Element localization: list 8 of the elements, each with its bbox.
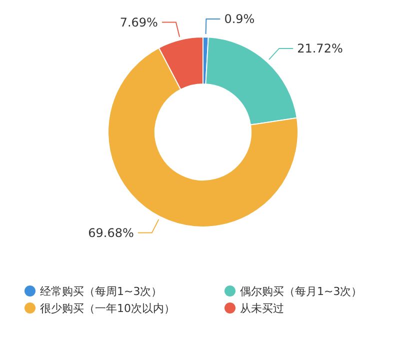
data-label: 0.9% <box>224 12 255 26</box>
legend-label: 经常购买（每周1~3次） <box>40 285 162 298</box>
legend-label: 从未买过 <box>240 302 284 315</box>
legend-label: 偶尔购买（每月1~3次） <box>240 285 362 298</box>
data-label: 21.72% <box>297 41 343 56</box>
data-label: 7.69% <box>120 15 158 30</box>
legend-label: 很少购买（一年10次以内） <box>40 302 175 315</box>
data-label: 69.68% <box>88 226 134 240</box>
